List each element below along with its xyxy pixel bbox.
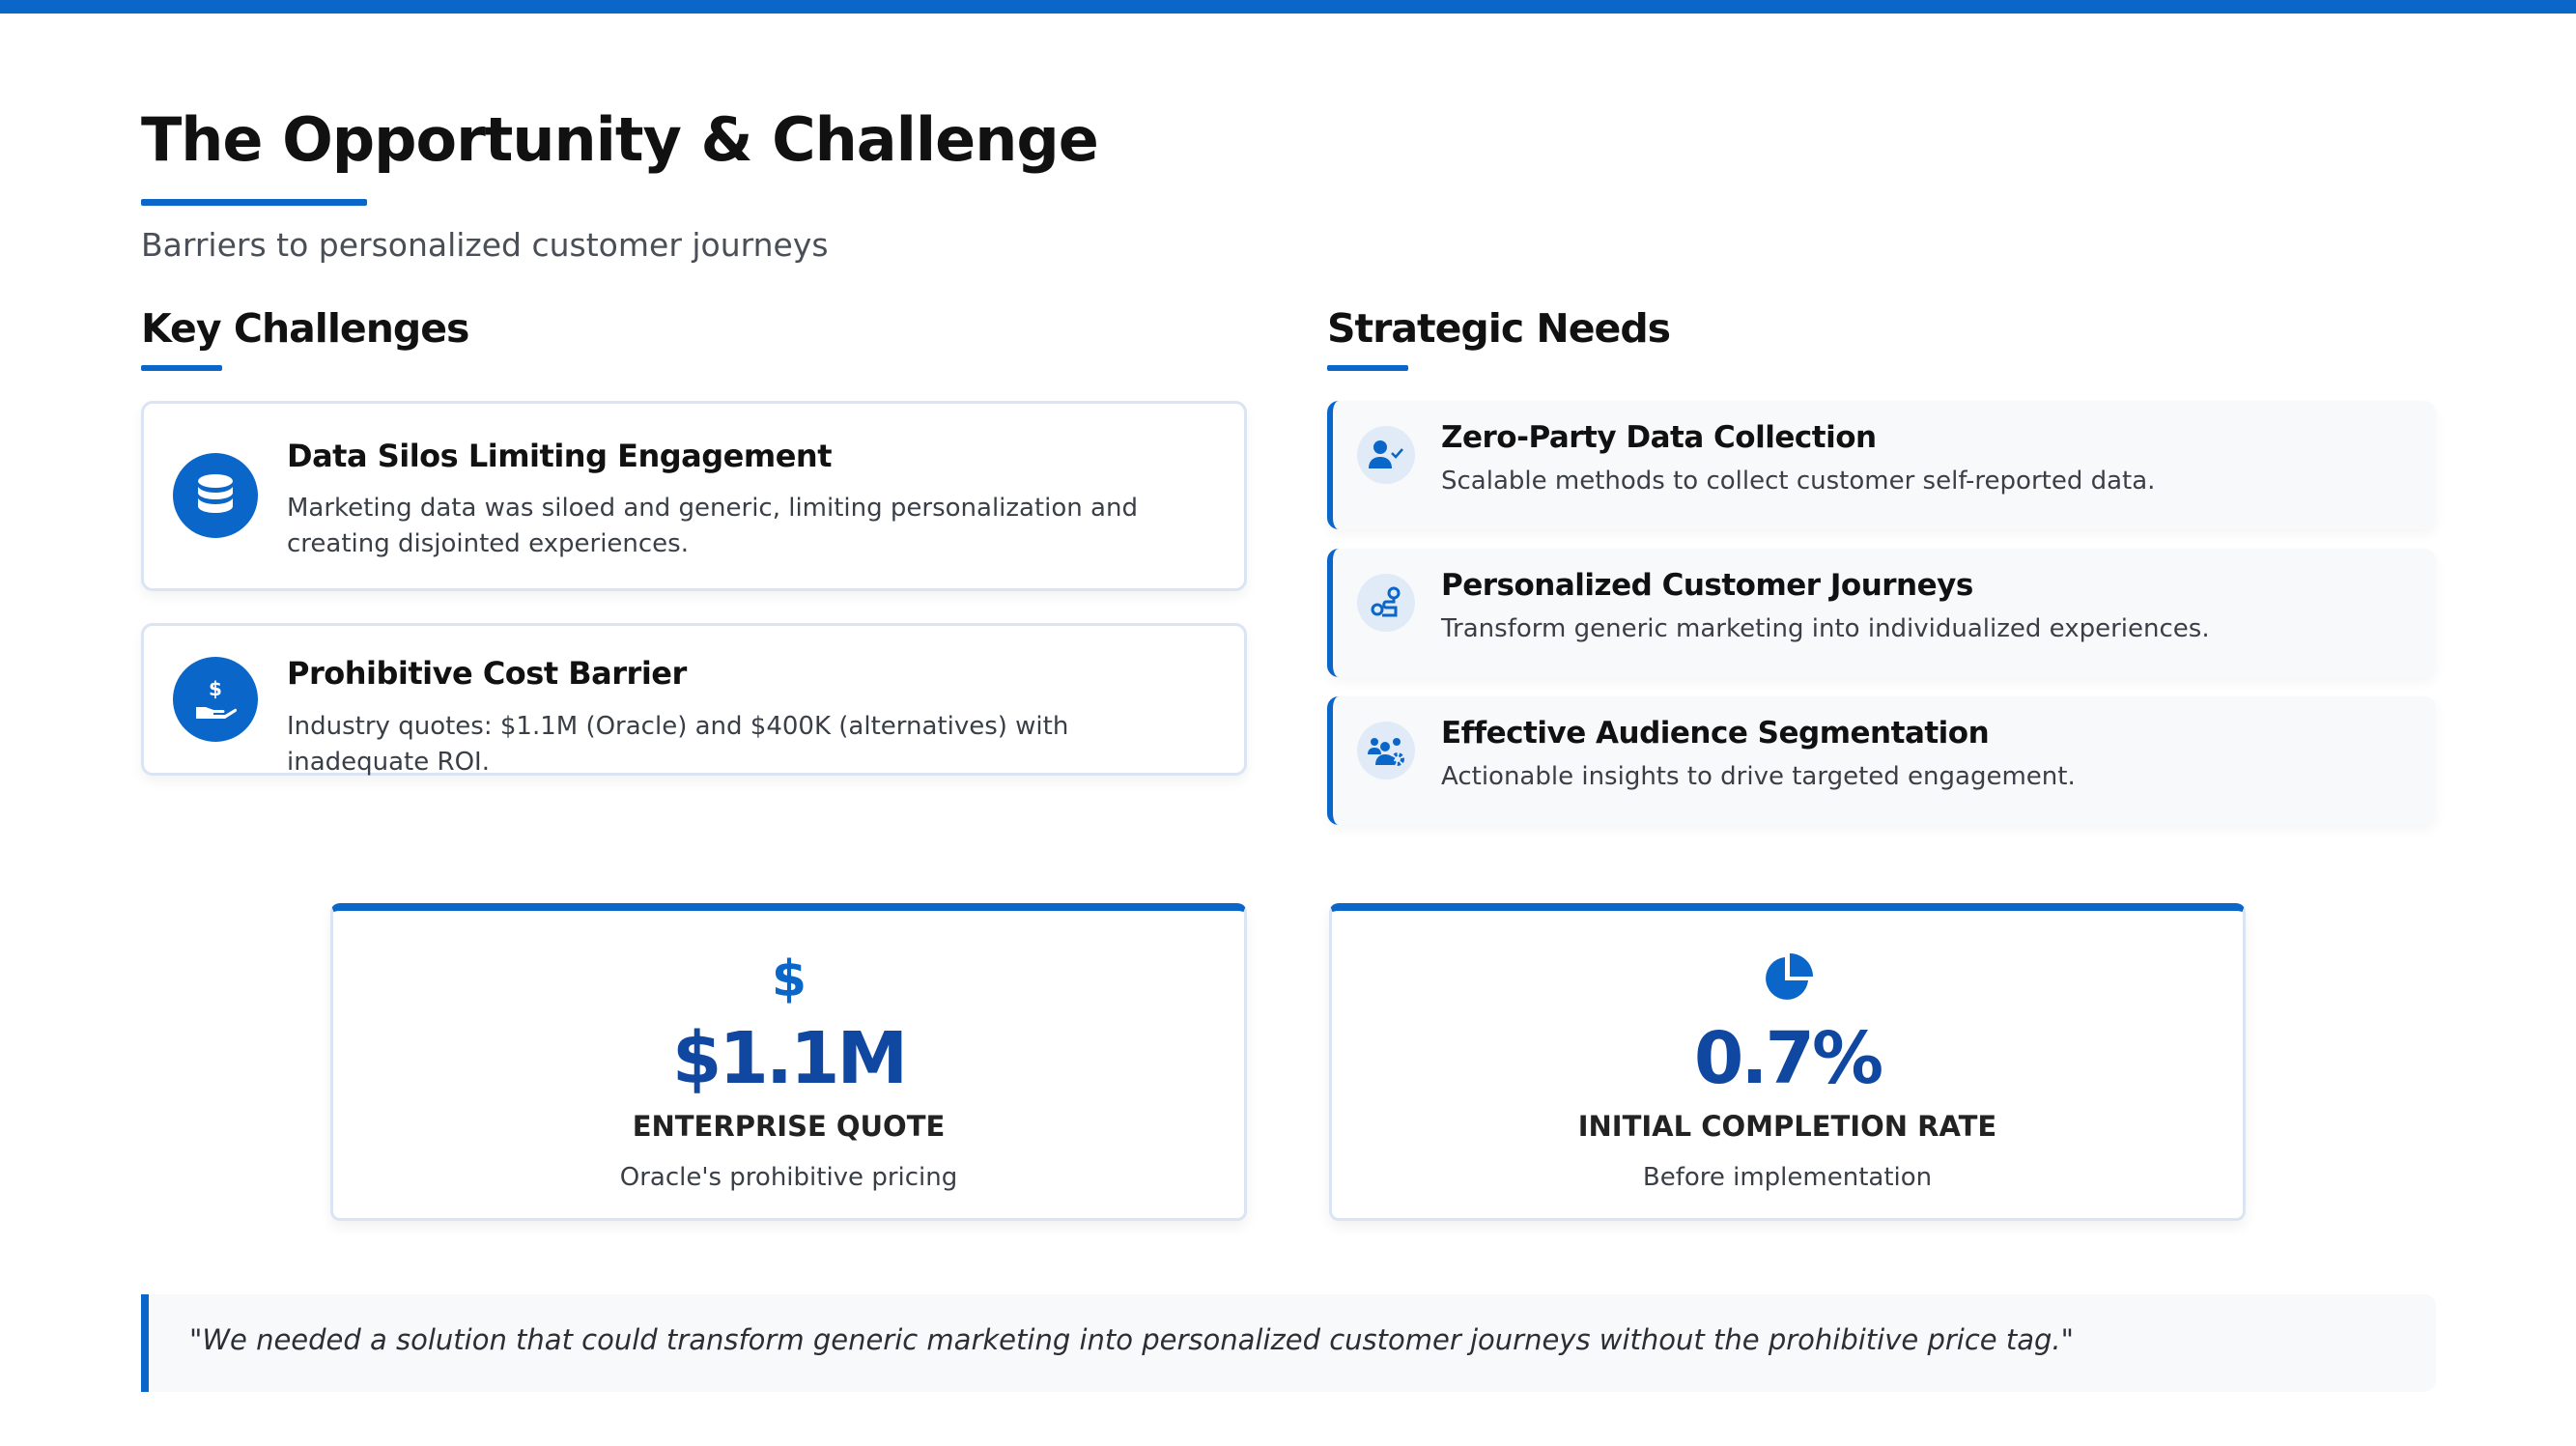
- need-title: Personalized Customer Journeys: [1441, 568, 1973, 603]
- challenge-card-cost-barrier: $ Prohibitive Cost Barrier Industry quot…: [141, 623, 1247, 777]
- users-gear-icon: [1357, 722, 1415, 780]
- top-accent-bar: [0, 0, 2576, 14]
- stat-value: $1.1M: [671, 1017, 908, 1100]
- need-title: Zero-Party Data Collection: [1441, 420, 1877, 455]
- need-title: Effective Audience Segmentation: [1441, 716, 1990, 751]
- stat-note: Oracle's prohibitive pricing: [619, 1163, 958, 1192]
- challenge-title: Prohibitive Cost Barrier: [287, 655, 687, 692]
- svg-text:$: $: [209, 677, 222, 700]
- stat-label: ENTERPRISE QUOTE: [632, 1110, 946, 1143]
- hand-holding-dollar-icon: $: [173, 657, 258, 742]
- page-subtitle: Barriers to personalized customer journe…: [141, 226, 829, 264]
- challenge-description: Marketing data was siloed and generic, l…: [287, 494, 1138, 558]
- pie-chart-icon: [1332, 951, 2243, 1004]
- stat-note: Before implementation: [1642, 1163, 1933, 1192]
- challenge-description: Industry quotes: $1.1M (Oracle) and $400…: [287, 712, 1069, 777]
- stat-value: 0.7%: [1693, 1017, 1883, 1100]
- need-card-zero-party-data: Zero-Party Data Collection Scalable meth…: [1327, 401, 2436, 529]
- database-icon: [173, 453, 258, 538]
- page-title: The Opportunity & Challenge: [141, 104, 1099, 175]
- user-check-icon: [1357, 426, 1415, 484]
- challenge-card-data-silos: Data Silos Limiting Engagement Marketing…: [141, 401, 1247, 591]
- title-underline: [141, 199, 367, 206]
- stat-card-completion-rate: 0.7% INITIAL COMPLETION RATE Before impl…: [1329, 903, 2246, 1221]
- route-icon: [1357, 574, 1415, 632]
- dollar-icon: $: [333, 951, 1244, 1004]
- key-challenges-heading: Key Challenges: [141, 305, 469, 352]
- strategic-needs-heading: Strategic Needs: [1327, 305, 1671, 352]
- testimonial-quote: "We needed a solution that could transfo…: [141, 1294, 2436, 1392]
- key-challenges-underline: [141, 365, 222, 371]
- stat-label: INITIAL COMPLETION RATE: [1577, 1110, 1997, 1143]
- quote-text: "We needed a solution that could transfo…: [189, 1323, 2074, 1356]
- need-description: Scalable methods to collect customer sel…: [1441, 467, 2156, 496]
- need-description: Actionable insights to drive targeted en…: [1441, 762, 2076, 791]
- stat-card-enterprise-quote: $ $1.1M ENTERPRISE QUOTE Oracle's prohib…: [330, 903, 1247, 1221]
- need-description: Transform generic marketing into individ…: [1441, 614, 2210, 643]
- need-card-customer-journeys: Personalized Customer Journeys Transform…: [1327, 549, 2436, 677]
- strategic-needs-underline: [1327, 365, 1408, 371]
- challenge-title: Data Silos Limiting Engagement: [287, 438, 832, 474]
- need-card-audience-segmentation: Effective Audience Segmentation Actionab…: [1327, 696, 2436, 825]
- svg-text:$: $: [773, 951, 806, 1004]
